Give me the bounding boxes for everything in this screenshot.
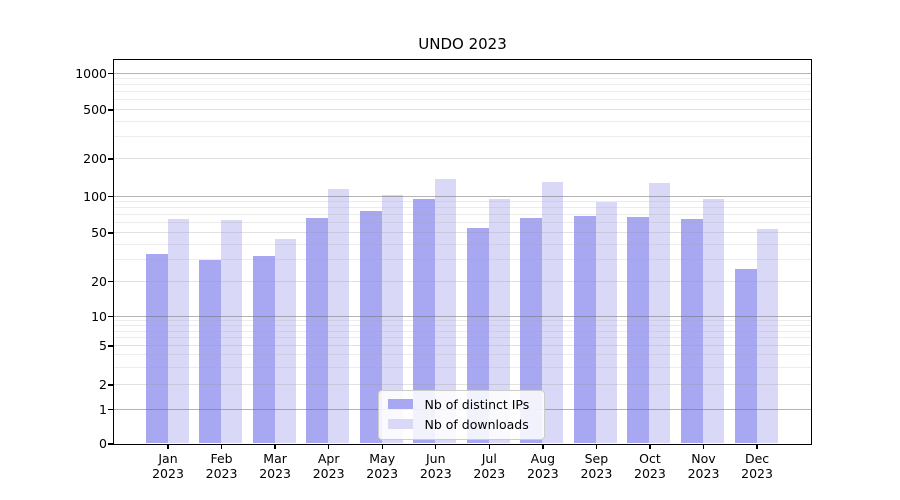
y-tick-mark-1000 xyxy=(107,72,113,75)
y-tick-mark-50 xyxy=(107,232,113,234)
x-tick-mark-apr xyxy=(327,444,330,449)
bar-distinct-ips-nov xyxy=(681,218,703,444)
bar-downloads-nov xyxy=(703,199,724,444)
bar-distinct-ips-may xyxy=(359,211,382,444)
bar-distinct-ips-feb xyxy=(199,259,222,444)
legend-swatch-distinct-ips xyxy=(387,399,413,409)
y-tick-label-200: 200 xyxy=(83,151,107,166)
x-tick-label-may: May 2023 xyxy=(366,451,399,481)
y-tick-label-500: 500 xyxy=(83,102,107,117)
bar-downloads-sep xyxy=(595,201,617,444)
legend-swatch-downloads xyxy=(387,419,413,429)
legend-item-distinct-ips: Nb of distinct IPs xyxy=(387,396,535,412)
x-tick-label-jan: Jan 2023 xyxy=(152,451,184,481)
x-tick-label-nov: Nov 2023 xyxy=(687,451,720,481)
bar-downloads-mar xyxy=(274,239,296,444)
bar-distinct-ips-aug xyxy=(520,217,543,444)
y-tick-mark-10 xyxy=(107,315,113,318)
bar-downloads-dec xyxy=(756,229,778,444)
x-tick-label-sep: Sep 2023 xyxy=(580,451,613,481)
legend-item-downloads: Nb of downloads xyxy=(387,416,535,432)
bar-distinct-ips-dec xyxy=(734,269,757,444)
x-tick-label-dec: Dec 2023 xyxy=(741,451,773,481)
y-tick-label-1000: 1000 xyxy=(75,65,107,81)
bar-distinct-ips-mar xyxy=(252,256,275,444)
y-tick-label-1: 1 xyxy=(99,401,107,417)
x-tick-label-oct: Oct 2023 xyxy=(634,451,666,481)
bar-downloads-may xyxy=(381,194,403,444)
legend-label-downloads: Nb of downloads xyxy=(424,416,529,432)
x-tick-mark-jan xyxy=(167,444,169,449)
legend: Nb of distinct IPs Nb of downloads xyxy=(377,389,545,440)
plot-area: Nb of distinct IPs Nb of downloads xyxy=(112,58,812,445)
y-tick-mark-5 xyxy=(107,345,113,347)
x-tick-label-jun: Jun 2023 xyxy=(419,451,452,481)
x-tick-mark-sep xyxy=(595,444,598,449)
y-tick-mark-20 xyxy=(107,280,113,283)
y-tick-mark-200 xyxy=(107,158,113,160)
bar-distinct-ips-jan xyxy=(145,254,168,444)
x-tick-label-apr: Apr 2023 xyxy=(312,451,345,481)
x-tick-mark-nov xyxy=(702,444,705,449)
legend-label-distinct-ips: Nb of distinct IPs xyxy=(424,396,530,412)
x-tick-mark-jul xyxy=(488,444,490,449)
x-tick-mark-jun xyxy=(435,444,437,449)
bar-downloads-aug xyxy=(542,181,564,444)
bar-downloads-oct xyxy=(649,182,671,444)
y-tick-label-20: 20 xyxy=(91,273,107,289)
bar-distinct-ips-oct xyxy=(627,217,650,444)
x-tick-mark-dec xyxy=(756,444,758,449)
y-tick-mark-0 xyxy=(107,443,113,445)
x-tick-label-aug: Aug 2023 xyxy=(526,451,559,481)
y-tick-label-0: 0 xyxy=(99,436,107,451)
y-tick-mark-100 xyxy=(107,195,113,198)
y-tick-mark-500 xyxy=(107,109,113,111)
x-tick-mark-may xyxy=(381,444,383,449)
bars-layer xyxy=(114,60,811,444)
y-tick-mark-2 xyxy=(107,384,113,386)
bar-downloads-apr xyxy=(328,188,350,444)
bar-downloads-jan xyxy=(167,218,189,444)
bar-downloads-feb xyxy=(221,219,243,444)
bar-downloads-jun xyxy=(435,178,457,444)
y-tick-label-10: 10 xyxy=(91,308,107,324)
bar-downloads-jul xyxy=(488,199,510,444)
x-tick-label-mar: Mar 2023 xyxy=(259,451,291,481)
y-tick-mark-1 xyxy=(107,408,113,411)
x-tick-mark-oct xyxy=(649,444,651,449)
x-tick-mark-aug xyxy=(542,444,544,449)
x-tick-mark-feb xyxy=(220,444,223,449)
x-tick-label-feb: Feb 2023 xyxy=(205,451,238,481)
bar-distinct-ips-apr xyxy=(306,217,329,444)
x-tick-mark-mar xyxy=(274,444,276,449)
bar-distinct-ips-jun xyxy=(413,199,436,444)
bar-distinct-ips-sep xyxy=(573,215,596,444)
y-tick-label-100: 100 xyxy=(83,188,107,204)
x-tick-label-jul: Jul 2023 xyxy=(473,451,506,481)
chart-title: UNDO 2023 xyxy=(418,35,507,53)
y-tick-label-2: 2 xyxy=(99,377,107,392)
y-tick-label-50: 50 xyxy=(91,225,107,240)
y-tick-label-5: 5 xyxy=(99,338,107,353)
